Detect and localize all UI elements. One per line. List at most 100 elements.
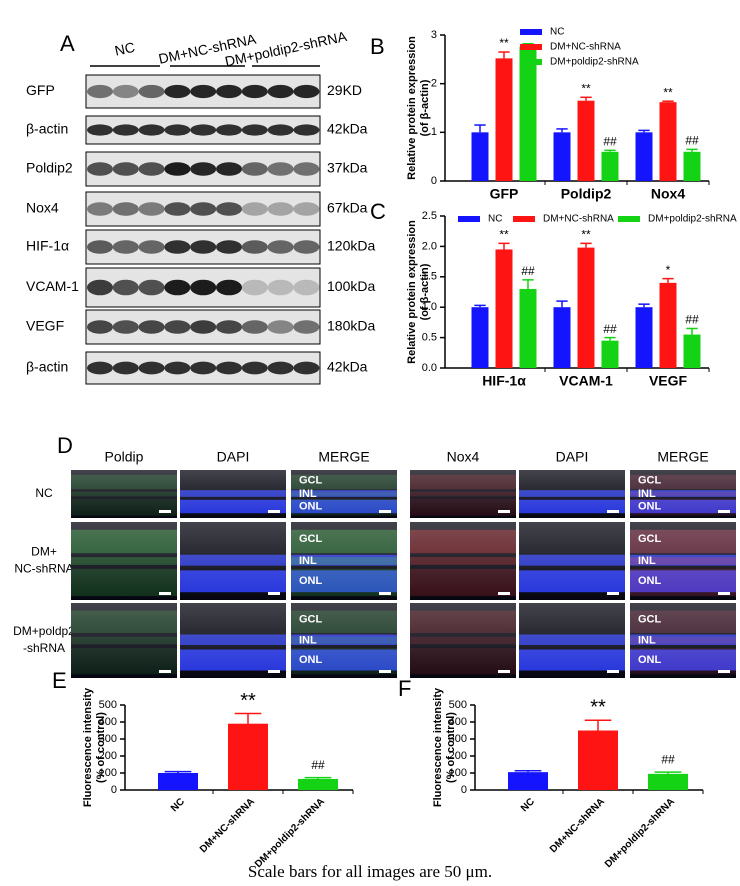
x-tick-label: NC <box>169 796 187 814</box>
blot-band <box>112 162 139 176</box>
y-axis-label: (of β-actin) <box>419 263 431 320</box>
micrograph <box>291 603 397 678</box>
error-bar <box>580 96 592 101</box>
legend-label: DM+NC-shRNA <box>550 42 621 53</box>
significance-label: ## <box>521 264 535 278</box>
blot-band <box>112 361 139 375</box>
micrograph <box>180 522 286 600</box>
bar <box>553 307 571 368</box>
layer-label: GCL <box>299 613 323 625</box>
blot-band <box>190 361 217 375</box>
scale-bar <box>498 670 510 673</box>
blot-band <box>87 202 113 216</box>
blot-band <box>241 361 268 375</box>
significance-label: ## <box>661 752 675 766</box>
y-tick-label: 400 <box>449 716 467 728</box>
y-axis-label: Relative protein expression <box>406 220 418 364</box>
blot-row-label: β-actin <box>26 121 68 137</box>
blot-band <box>241 240 268 254</box>
blot-band <box>164 124 191 136</box>
significance-label: ** <box>499 36 509 50</box>
blot-band <box>87 279 113 296</box>
blot-band <box>190 84 217 99</box>
x-tick-label: VCAM-1 <box>559 373 613 389</box>
y-tick-label: 1 <box>431 126 437 138</box>
blot-band <box>87 320 113 334</box>
blot-band <box>267 84 294 99</box>
micrograph-sheen <box>180 522 286 600</box>
micrograph <box>71 603 177 678</box>
scale-bar <box>268 592 280 595</box>
y-tick-label: 500 <box>99 699 117 711</box>
blot-band <box>164 279 191 296</box>
error-bar <box>584 719 612 731</box>
blot-band <box>267 162 294 176</box>
bar <box>553 132 571 181</box>
micrograph-sheen <box>71 603 177 678</box>
blot-band <box>241 84 268 99</box>
scale-bar <box>268 510 280 513</box>
column-header: DAPI <box>556 449 589 465</box>
blot-band <box>138 84 165 99</box>
legend-label: NC <box>550 27 564 38</box>
y-axis-label: Relative protein expression <box>406 36 418 180</box>
error-bar <box>304 776 332 779</box>
y-tick-label: 500 <box>449 699 467 711</box>
bar <box>471 307 489 368</box>
micrograph-sheen <box>519 522 625 600</box>
blot-row-label: β-actin <box>26 359 68 375</box>
blot-size-label: 29KD <box>327 82 362 98</box>
blot-size-label: 180kDa <box>327 318 375 334</box>
micrograph <box>410 470 516 518</box>
blot-band <box>190 240 217 254</box>
blot-band <box>267 202 294 216</box>
blot-size-label: 42kDa <box>327 121 368 137</box>
bar <box>298 778 338 790</box>
significance-label: ## <box>685 313 699 327</box>
x-tick-label: DM+NC-shRNA <box>198 796 257 855</box>
error-bar <box>234 712 262 724</box>
blot-band <box>138 320 165 334</box>
blot-band <box>164 202 191 216</box>
column-header: Poldip <box>105 449 144 465</box>
blot-band <box>293 279 320 296</box>
scale-bar <box>379 670 391 673</box>
error-bar <box>474 304 486 308</box>
scale-bar <box>607 670 619 673</box>
bar <box>577 100 595 181</box>
blot-band <box>164 361 191 375</box>
blot-band <box>293 84 320 99</box>
blot-band <box>267 279 294 296</box>
blot-band <box>241 320 268 334</box>
layer-label: GCL <box>638 474 662 486</box>
y-tick-label: 200 <box>99 750 117 762</box>
blot-row-label: GFP <box>26 82 55 98</box>
scale-bar <box>607 510 619 513</box>
y-axis-label: Fluorescence intensity <box>432 687 444 807</box>
error-bar <box>522 279 534 289</box>
blot-band <box>112 202 139 216</box>
blot-band <box>87 124 113 136</box>
legend-swatch <box>520 44 542 50</box>
blot-band <box>190 320 217 334</box>
blot-band <box>190 162 217 176</box>
x-tick-label: DM+poldip2-shRNA <box>253 796 327 870</box>
error-bar <box>556 128 568 133</box>
y-tick-label: 300 <box>449 733 467 745</box>
blot-band <box>87 361 113 375</box>
legend-label: DM+poldip2-shRNA <box>648 214 737 225</box>
blot-size-label: 37kDa <box>327 160 368 176</box>
y-tick-label: 300 <box>99 733 117 745</box>
bar <box>659 102 677 181</box>
panel-label: A <box>60 31 75 56</box>
significance-label: ** <box>581 228 591 242</box>
y-tick-label: 0 <box>431 175 437 187</box>
column-header: MERGE <box>318 449 369 465</box>
significance-label: ## <box>311 758 325 772</box>
blot-band <box>216 162 242 176</box>
y-tick-label: 2 <box>431 78 437 90</box>
layer-label: ONL <box>638 575 662 587</box>
x-tick-label: Poldip2 <box>561 186 612 202</box>
blot-band <box>216 84 242 99</box>
